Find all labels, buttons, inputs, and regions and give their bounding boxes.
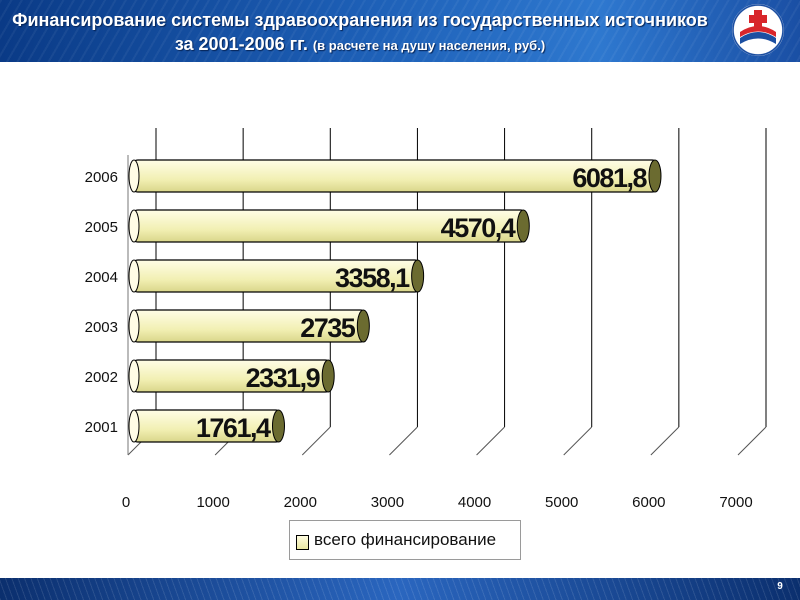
bar-base xyxy=(128,409,140,443)
floor-line xyxy=(389,426,418,456)
page-number: 9 xyxy=(777,581,783,592)
x-tick-label: 6000 xyxy=(632,494,665,511)
ministry-cross-emblem-icon xyxy=(732,4,784,56)
x-tick-label: 0 xyxy=(122,494,130,511)
legend-label: всего финансирование xyxy=(314,530,497,549)
data-label: 4570,4 xyxy=(441,213,516,243)
bars-layer xyxy=(128,159,662,443)
header-texture xyxy=(0,0,800,62)
slide-header: Финансирование системы здравоохранения и… xyxy=(0,0,800,62)
x-tick-label: 2000 xyxy=(284,494,317,511)
x-tick-label: 3000 xyxy=(371,494,404,511)
footer-texture xyxy=(0,578,800,600)
x-tick-label: 5000 xyxy=(545,494,578,511)
x-tick-label: 7000 xyxy=(719,494,752,511)
y-category-label: 2006 xyxy=(85,169,118,186)
legend-swatch xyxy=(296,535,309,550)
title-main: Финансирование системы здравоохранения и… xyxy=(12,10,708,54)
bar-cap xyxy=(648,159,662,193)
data-label: 2735 xyxy=(300,313,356,343)
bar-cap xyxy=(411,259,425,293)
data-label: 6081,8 xyxy=(572,163,647,193)
data-label: 3358,1 xyxy=(335,263,410,293)
y-category-label: 2004 xyxy=(85,269,118,286)
y-category-label: 2005 xyxy=(85,219,118,236)
bar-base xyxy=(128,309,140,343)
bar-base xyxy=(128,359,140,393)
slide-title: Финансирование системы здравоохранения и… xyxy=(10,8,710,58)
floor-line xyxy=(301,426,331,456)
x-tick-label: 1000 xyxy=(196,494,229,511)
title-note: (в расчете на душу населения, руб.) xyxy=(312,38,546,53)
floor-line xyxy=(476,426,505,456)
y-category-label: 2002 xyxy=(85,369,118,386)
bar-base xyxy=(128,259,140,293)
bar-cap xyxy=(516,209,530,243)
bar-cap xyxy=(271,409,285,443)
bar-base xyxy=(128,209,140,243)
slide-footer xyxy=(0,578,800,600)
floor-line xyxy=(563,426,593,456)
bar-base xyxy=(128,159,140,193)
bar-cap xyxy=(356,309,370,343)
data-label: 1761,4 xyxy=(196,413,271,443)
bar-cap xyxy=(321,359,335,393)
labels-layer: 0 1000 2000 3000 4000 5000 6000 7000 6081,8 2006 4… xyxy=(85,163,753,511)
legend xyxy=(289,520,521,560)
y-category-label: 2003 xyxy=(85,319,118,336)
data-label: 2331,9 xyxy=(246,363,321,393)
floor-line xyxy=(737,426,767,456)
floor-line xyxy=(650,426,680,456)
y-category-label: 2001 xyxy=(85,419,118,436)
x-tick-label: 4000 xyxy=(458,494,491,511)
